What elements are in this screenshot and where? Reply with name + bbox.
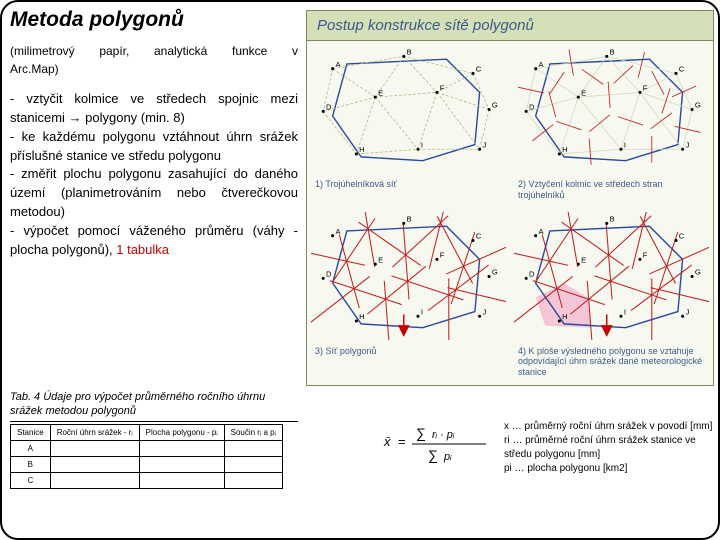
formula-block: x̄ = ∑ rᵢ · pᵢ ∑ pᵢ x … průměrný roční ú… — [382, 420, 718, 476]
svg-text:E: E — [378, 255, 383, 264]
table-row: A — [11, 441, 283, 457]
svg-text:∑: ∑ — [416, 425, 426, 441]
svg-text:E: E — [378, 88, 383, 97]
svg-text:H: H — [359, 145, 364, 154]
svg-text:C: C — [679, 65, 685, 74]
formula-legend: x … průměrný roční úhrn srážek v povodí … — [504, 420, 718, 476]
svg-text:A: A — [335, 60, 341, 69]
svg-text:I: I — [624, 307, 626, 316]
subtitle-part: v — [292, 44, 298, 58]
page-title: Metoda polygonů — [10, 8, 298, 32]
svg-text:C: C — [476, 231, 482, 240]
svg-text:F: F — [440, 84, 445, 93]
diagram-caption: 3) Síť polygonů — [311, 345, 506, 358]
svg-text:∑: ∑ — [428, 447, 438, 463]
svg-text:D: D — [326, 269, 332, 278]
table-header: Součin rᵢ a pᵢ — [224, 425, 282, 441]
table-header: Roční úhrn srážek - rᵢ — [50, 425, 139, 441]
svg-text:D: D — [529, 102, 535, 111]
svg-text:I: I — [624, 140, 626, 149]
svg-text:C: C — [679, 231, 685, 240]
svg-text:F: F — [440, 250, 445, 259]
diagram-3: A B C D E F G H I J 3) Síť polygonů — [307, 208, 510, 383]
data-table: StaniceRoční úhrn srážek - rᵢPlocha poly… — [10, 424, 283, 489]
svg-text:G: G — [695, 101, 701, 110]
svg-text:G: G — [492, 267, 498, 276]
svg-text:J: J — [685, 140, 689, 149]
svg-text:B: B — [407, 47, 412, 56]
svg-text:G: G — [695, 267, 701, 276]
method-red-highlight: 1 tabulka — [116, 242, 169, 257]
table-row: C — [11, 473, 283, 489]
svg-text:pᵢ: pᵢ — [443, 451, 452, 463]
subtitle: (milimetrový papír, analytická funkce v — [10, 44, 298, 58]
table-row: B — [11, 457, 283, 473]
subtitle-part: (milimetrový — [10, 44, 75, 58]
construction-panel: Postup konstrukce sítě polygonů A B C D E F G H… — [306, 10, 714, 386]
subtitle-line2: Arc.Map) — [10, 62, 298, 76]
method-text: - vztyčit kolmice ve středech spojnic me… — [10, 90, 298, 260]
svg-text:I: I — [421, 307, 423, 316]
svg-text:J: J — [482, 140, 486, 149]
svg-text:B: B — [407, 214, 412, 223]
svg-text:G: G — [492, 101, 498, 110]
svg-text:D: D — [529, 269, 535, 278]
subtitle-part: analytická — [154, 44, 207, 58]
subtitle-part: funkce — [232, 44, 267, 58]
legend-ri: ri … průměrné roční úhrn srážek stanice … — [504, 434, 718, 462]
svg-text:H: H — [562, 145, 567, 154]
legend-pi: pi … plocha polygonu [km2] — [504, 462, 718, 476]
table-caption: Tab. 4 Údaje pro výpočet průměrného ročn… — [10, 390, 298, 422]
diagram-caption: 4) K ploše výsledného polygonu se vztahu… — [514, 345, 709, 379]
svg-text:E: E — [581, 255, 586, 264]
svg-text:B: B — [610, 214, 615, 223]
svg-text:C: C — [476, 65, 482, 74]
svg-text:x̄: x̄ — [383, 434, 391, 449]
svg-text:I: I — [421, 140, 423, 149]
svg-text:D: D — [326, 102, 332, 111]
svg-text:F: F — [643, 84, 648, 93]
diagram-4: A B C D E F G H I J 4) K ploše výsledného polygonu… — [510, 208, 713, 383]
svg-text:=: = — [398, 434, 406, 449]
svg-text:H: H — [562, 312, 567, 321]
svg-text:rᵢ · pᵢ: rᵢ · pᵢ — [432, 429, 455, 441]
legend-x: x … průměrný roční úhrn srážek v povodí … — [504, 420, 718, 434]
svg-text:J: J — [482, 307, 486, 316]
svg-text:B: B — [610, 47, 615, 56]
table-header: Stanice — [11, 425, 51, 441]
svg-text:A: A — [538, 226, 544, 235]
table-header: Plocha polygonu - pᵢ — [139, 425, 224, 441]
svg-text:E: E — [581, 88, 586, 97]
formula-svg: x̄ = ∑ rᵢ · pᵢ ∑ pᵢ — [382, 420, 492, 468]
diagram-2: ABCDEFGHIJ2) Vztyčení kolmic ve středech… — [510, 41, 713, 208]
panel-header: Postup konstrukce sítě polygonů — [307, 11, 713, 41]
svg-text:A: A — [335, 226, 341, 235]
diagram-1: A B C D E F G H I J 1) Trojúhelníková síť — [307, 41, 510, 208]
svg-text:F: F — [643, 250, 648, 259]
diagram-caption: 1) Trojúhelníková síť — [311, 178, 506, 191]
subtitle-part: papír, — [99, 44, 129, 58]
svg-text:J: J — [685, 307, 689, 316]
svg-text:H: H — [359, 312, 364, 321]
diagram-caption: 2) Vztyčení kolmic ve středech stran tro… — [514, 178, 709, 202]
